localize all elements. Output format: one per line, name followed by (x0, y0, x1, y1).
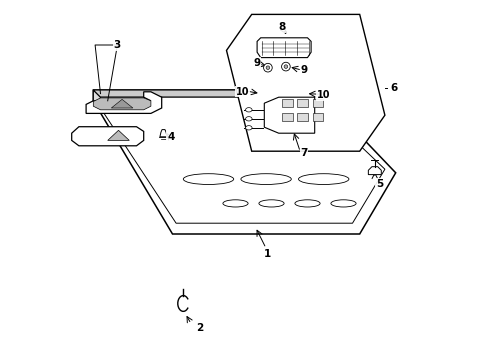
Bar (312, 99, 323, 107)
Text: 9: 9 (300, 65, 307, 75)
Ellipse shape (183, 174, 233, 185)
Polygon shape (101, 97, 384, 223)
Ellipse shape (241, 174, 291, 185)
Polygon shape (93, 90, 101, 108)
Polygon shape (367, 167, 381, 175)
Circle shape (263, 63, 272, 72)
Ellipse shape (245, 117, 251, 121)
Text: 8: 8 (278, 22, 285, 32)
Circle shape (281, 62, 289, 71)
Bar (297, 113, 307, 121)
Bar (282, 113, 292, 121)
Polygon shape (86, 92, 162, 113)
Polygon shape (93, 90, 395, 234)
Text: 7: 7 (300, 148, 307, 158)
Text: 5: 5 (375, 179, 382, 189)
Ellipse shape (298, 174, 348, 185)
Polygon shape (257, 38, 310, 58)
Polygon shape (72, 127, 143, 146)
Polygon shape (264, 97, 314, 133)
Polygon shape (111, 99, 133, 108)
Text: 2: 2 (196, 323, 203, 333)
Ellipse shape (330, 200, 355, 207)
Polygon shape (226, 14, 384, 151)
Polygon shape (93, 98, 151, 110)
Text: 10: 10 (236, 87, 249, 97)
Polygon shape (160, 130, 167, 137)
Bar (282, 99, 292, 107)
Bar (312, 113, 323, 121)
Ellipse shape (294, 200, 320, 207)
Text: 10: 10 (316, 90, 330, 100)
Polygon shape (107, 130, 129, 140)
Text: 9: 9 (253, 58, 260, 68)
Ellipse shape (245, 108, 251, 112)
Circle shape (265, 66, 269, 69)
Ellipse shape (245, 126, 251, 130)
Circle shape (284, 65, 287, 68)
Text: 4: 4 (167, 132, 174, 142)
Bar (297, 99, 307, 107)
Polygon shape (93, 90, 316, 97)
Text: 3: 3 (113, 40, 120, 50)
Text: 1: 1 (264, 249, 271, 259)
Ellipse shape (223, 200, 247, 207)
Ellipse shape (258, 200, 284, 207)
Text: 6: 6 (389, 83, 397, 93)
